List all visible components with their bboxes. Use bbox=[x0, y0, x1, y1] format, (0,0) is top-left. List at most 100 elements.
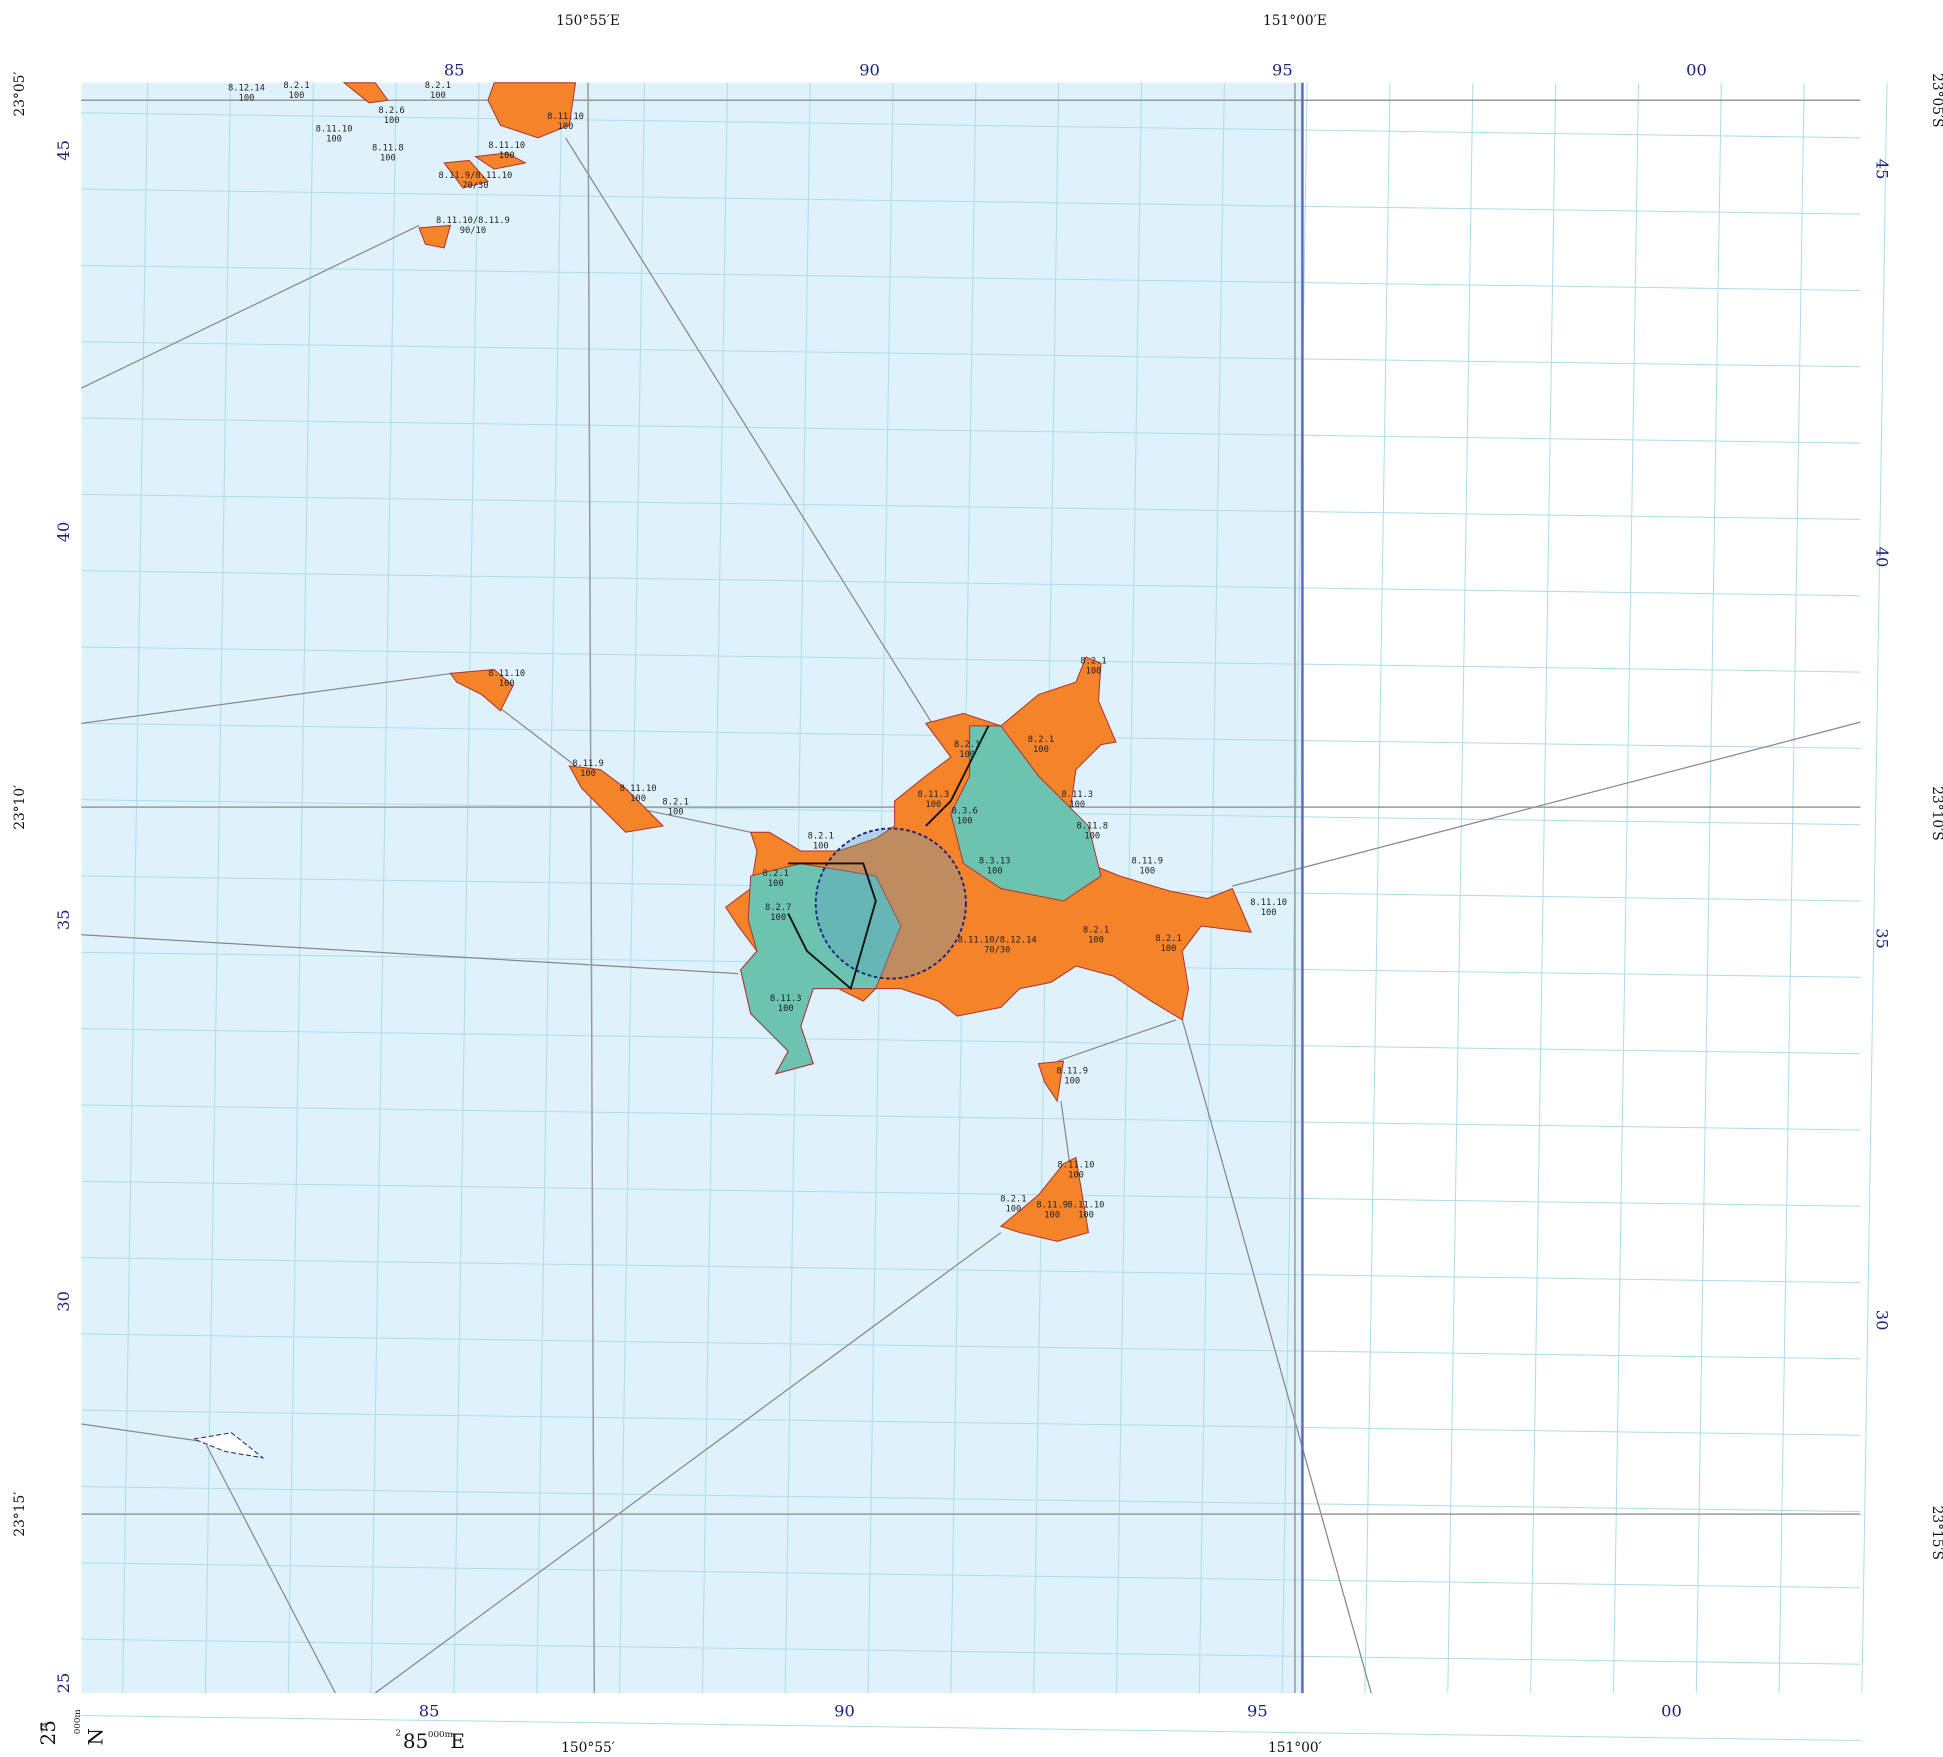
zone-overlay bbox=[787, 725, 990, 991]
grid-line bbox=[122, 82, 149, 1693]
map-label: 85 bbox=[444, 60, 465, 79]
map-label: 45 bbox=[54, 140, 73, 161]
map-label: E bbox=[450, 1729, 465, 1753]
map-label: 8.11.9/8.11.10 bbox=[439, 171, 513, 181]
map-label: 8.12.14 bbox=[228, 83, 265, 93]
map-label: 8.11.10/8.11.9 bbox=[436, 216, 510, 226]
grid-line bbox=[81, 1715, 1861, 1742]
land-area bbox=[1301, 82, 1861, 1693]
map-label: 100 bbox=[289, 91, 305, 101]
map-label: 8.2.7 bbox=[765, 903, 791, 913]
map-label: 100 bbox=[778, 1004, 794, 1014]
map-label: 8.2.1 bbox=[1028, 735, 1054, 745]
map-label: 8.11.10 bbox=[620, 784, 657, 794]
map-label: 8.2.1 bbox=[808, 831, 834, 841]
map-label: 000m bbox=[73, 1709, 83, 1735]
map-label: 40 bbox=[54, 522, 73, 543]
map-label: 150°55′ bbox=[561, 1740, 615, 1756]
grid-line bbox=[287, 82, 314, 1693]
map-label: 100 bbox=[1084, 831, 1100, 841]
map-label: 100 bbox=[1086, 666, 1102, 676]
map-label: 30 bbox=[1873, 1310, 1892, 1331]
grid-line bbox=[81, 646, 1861, 673]
map-label: 100 bbox=[1088, 935, 1104, 945]
map-label: 8.11.3 bbox=[918, 790, 950, 800]
map-label: 25 bbox=[36, 1720, 60, 1745]
map-label: 8.3.6 bbox=[951, 806, 977, 816]
map-label: 8.11.10 bbox=[547, 112, 584, 122]
grid-line bbox=[1447, 82, 1474, 1693]
map-label: 100 bbox=[580, 769, 596, 779]
map-label: 100 bbox=[1139, 866, 1155, 876]
map-label: 23°10′S bbox=[1929, 786, 1943, 840]
grid-line bbox=[81, 1486, 1861, 1513]
labels: 150°55′E 151°00′E85 90 95 0023°05′23°10′23°1… bbox=[12, 13, 1943, 1756]
map-label: 8.2.1 bbox=[1155, 934, 1181, 944]
map-label: 8.2.1 bbox=[1083, 925, 1109, 935]
map-label: 8.2.1 bbox=[1080, 656, 1106, 666]
map-label: 8.11.9 bbox=[1131, 856, 1163, 866]
map-label: 8.2.1 bbox=[425, 81, 451, 91]
map-label: 8.2.1 bbox=[283, 81, 309, 91]
map-label: 8.11.8 bbox=[1076, 821, 1108, 831]
map-label: 8.11.10 bbox=[488, 669, 525, 679]
map-label: 8.11.10 bbox=[488, 141, 525, 151]
grid-line bbox=[81, 493, 1861, 520]
map-label: 00 bbox=[1686, 60, 1707, 79]
grid-line bbox=[81, 570, 1861, 597]
map-label: 25 bbox=[54, 1673, 73, 1694]
map-label: 100 bbox=[430, 91, 446, 101]
grid-line bbox=[1530, 82, 1557, 1693]
map-label: 85 bbox=[403, 1729, 428, 1753]
map-label: 8.3.13 bbox=[979, 856, 1011, 866]
map-label: 000m bbox=[428, 1730, 454, 1740]
grid-line bbox=[1198, 82, 1225, 1693]
map-label: 100 bbox=[925, 800, 941, 810]
map-label: 8.2.6 bbox=[378, 106, 404, 116]
grid-line bbox=[536, 82, 563, 1693]
map-label: 100 bbox=[558, 122, 574, 132]
map-label: 100 bbox=[813, 841, 829, 851]
map-label: 100 bbox=[499, 151, 515, 161]
map-label: 8.11.8 bbox=[372, 143, 404, 153]
map-label: 151°00′E bbox=[1263, 13, 1327, 29]
map-label: 70/30 bbox=[462, 181, 488, 191]
map-label: 74 bbox=[41, 1721, 51, 1733]
grid-line bbox=[81, 264, 1861, 291]
map-label: 100 bbox=[959, 750, 975, 760]
map-label: 151°00′ bbox=[1268, 1740, 1322, 1756]
map-label: 95 bbox=[1272, 60, 1293, 79]
map-label: 8.2.1 bbox=[954, 740, 980, 750]
map-label: 100 bbox=[668, 808, 684, 818]
map-label: 90 bbox=[834, 1702, 855, 1721]
grid-line bbox=[204, 82, 231, 1693]
map-label: 100 bbox=[957, 816, 973, 826]
map-label: 8.2.1 bbox=[763, 869, 789, 879]
grid-line bbox=[370, 82, 397, 1693]
map-label: 100 bbox=[768, 879, 784, 889]
map-label: 95 bbox=[1247, 1702, 1268, 1721]
connectors bbox=[81, 137, 1861, 1694]
map-label: 85 bbox=[419, 1702, 440, 1721]
map-label: 30 bbox=[54, 1291, 73, 1312]
grid-line bbox=[81, 417, 1861, 444]
map-label: 8.11.9 bbox=[1036, 1201, 1068, 1211]
grid-line bbox=[81, 112, 1861, 139]
grid-line bbox=[1612, 82, 1639, 1693]
map-label: 100 bbox=[1161, 944, 1177, 954]
map-label: 8.2.1 bbox=[1000, 1194, 1026, 1204]
map-label: 8.11.10/8.12.14 bbox=[958, 935, 1037, 945]
map-label: 45 bbox=[1873, 159, 1892, 180]
map-label: 2 bbox=[395, 1729, 401, 1739]
grid-line bbox=[81, 1257, 1861, 1284]
map-label: 23°05′S bbox=[1929, 73, 1943, 127]
map-label: 23°05′ bbox=[12, 72, 28, 117]
map-label: 100 bbox=[630, 794, 646, 804]
map-label: 35 bbox=[1873, 928, 1892, 949]
grid-line bbox=[619, 82, 646, 1693]
map-label: 100 bbox=[1078, 1211, 1094, 1221]
map-label: 8.11.10 bbox=[1068, 1201, 1105, 1211]
map-label: 70/30 bbox=[984, 945, 1010, 955]
